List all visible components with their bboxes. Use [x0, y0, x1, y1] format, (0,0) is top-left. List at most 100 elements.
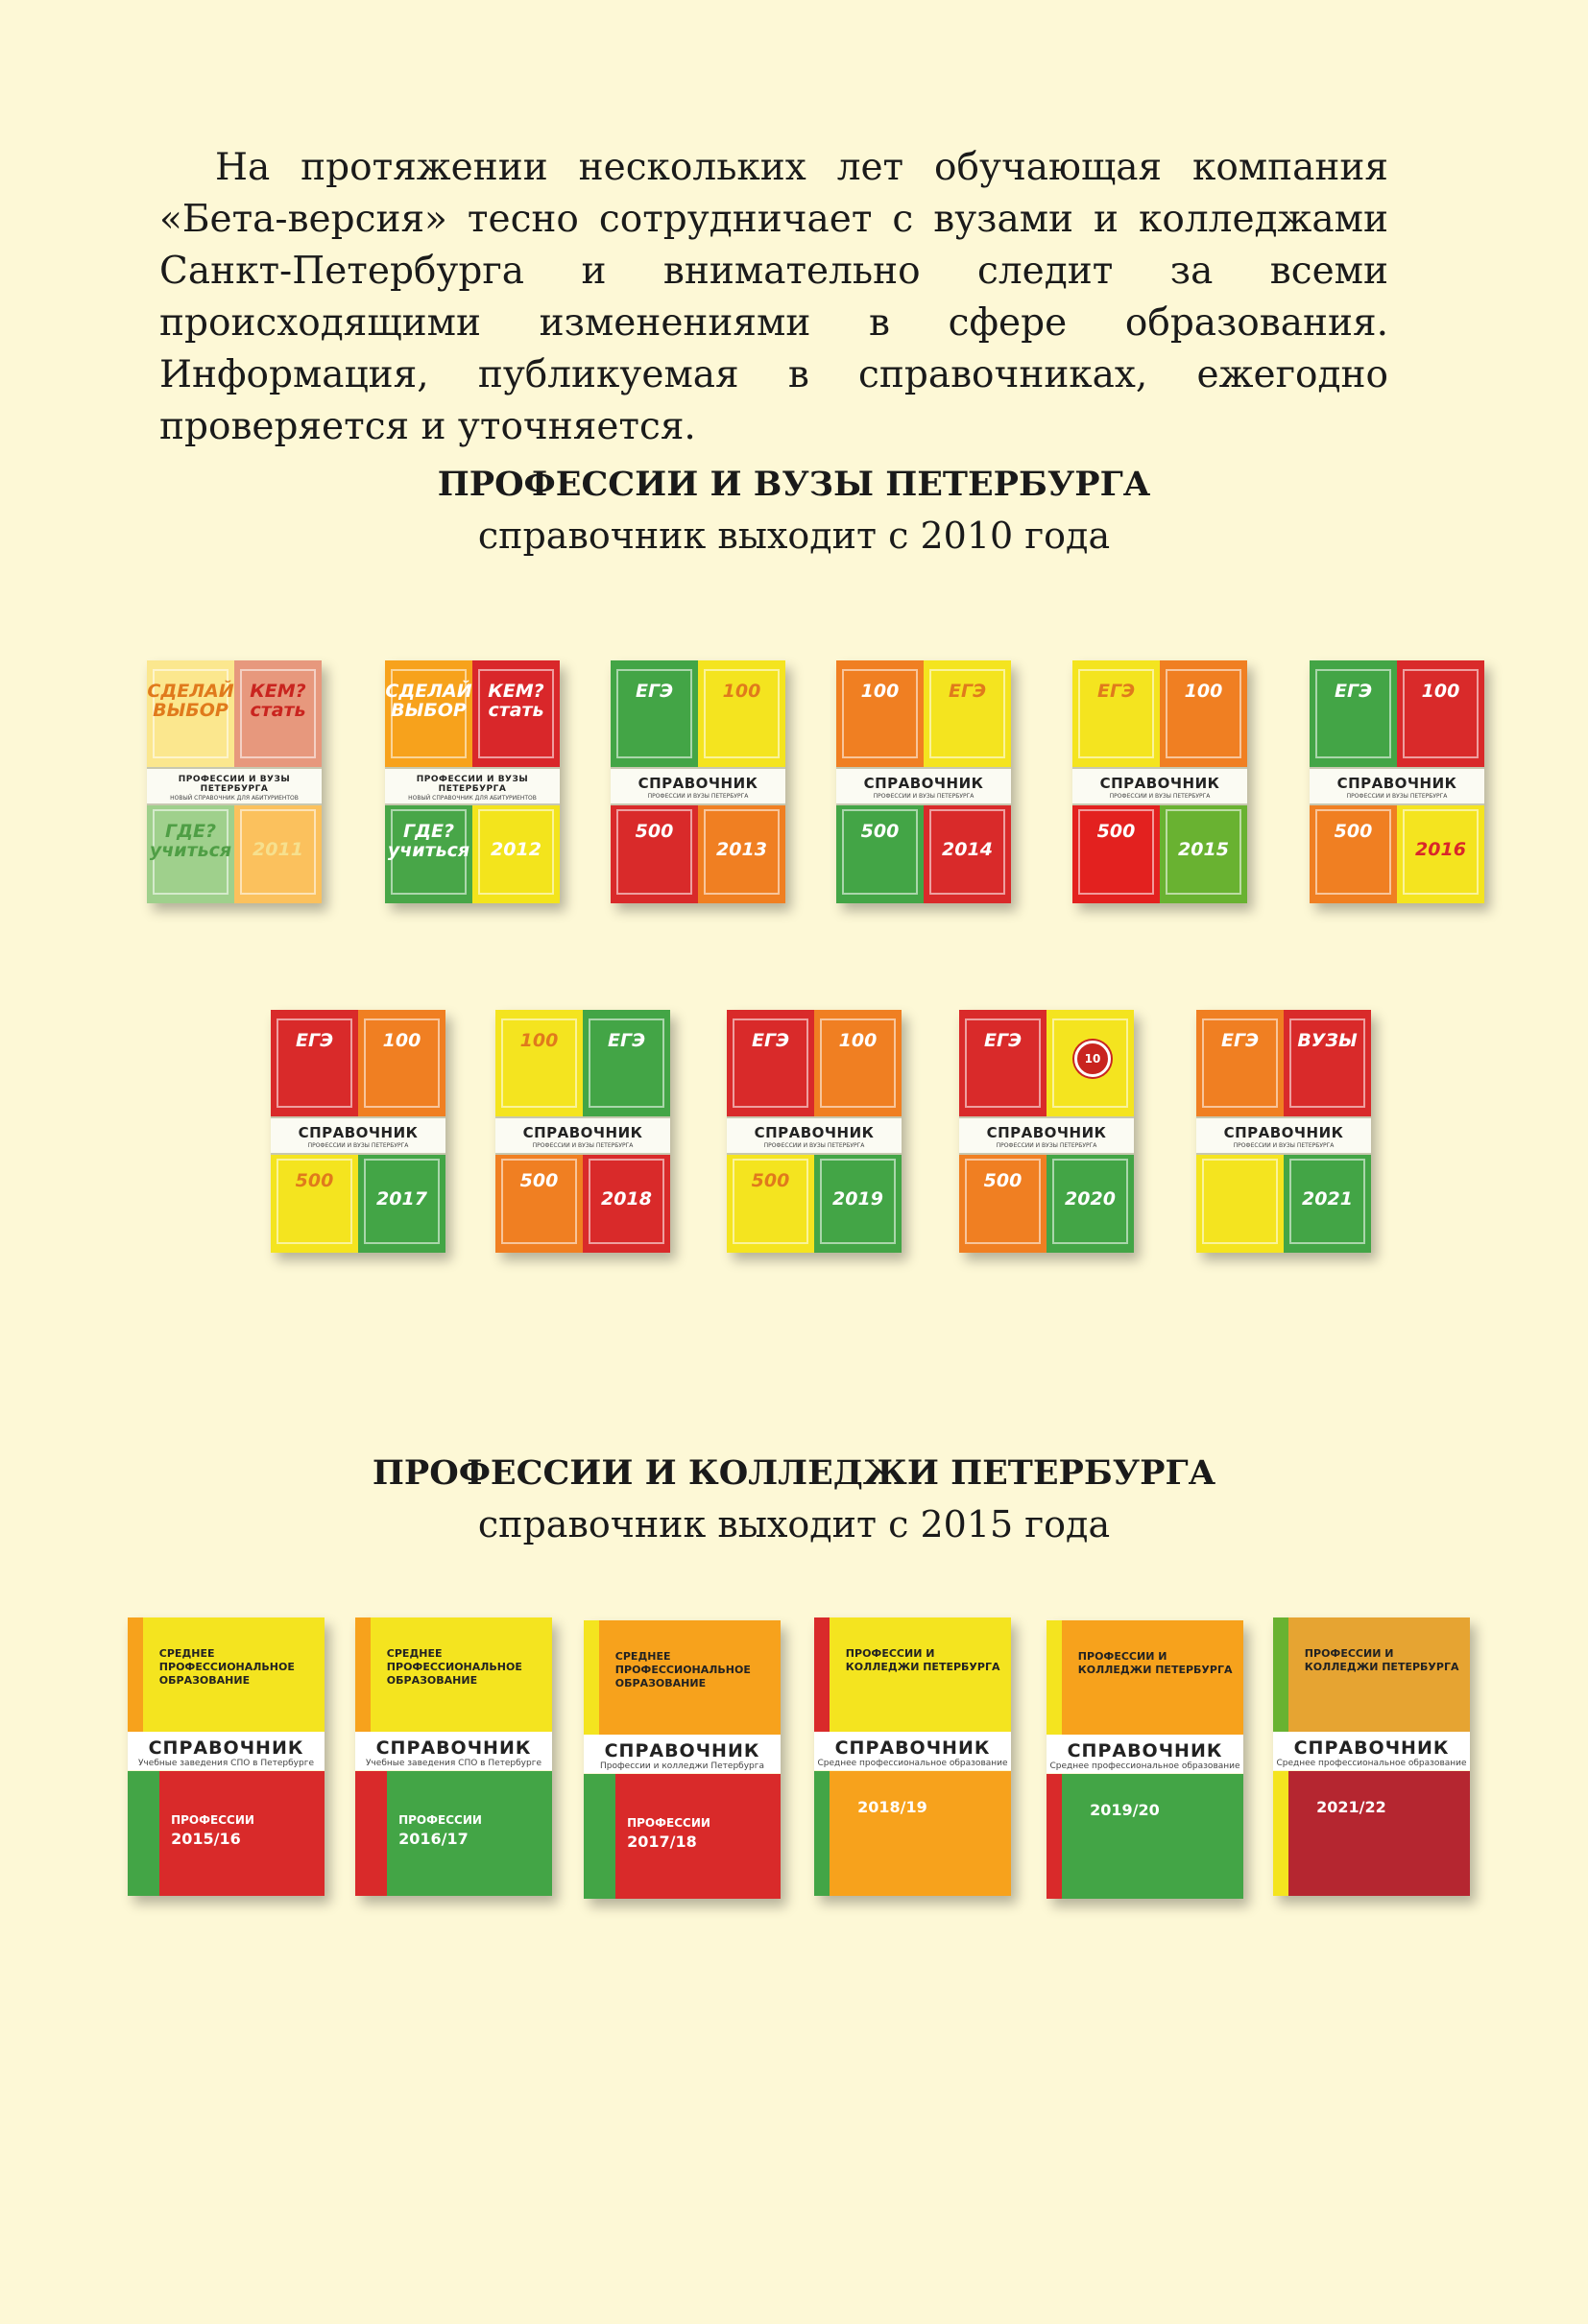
cover-bottom-text: 2018/19: [857, 1798, 927, 1817]
cover-top-block: ПРОФЕССИИ И КОЛЛЕДЖИ ПЕТЕРБУРГА: [1273, 1617, 1470, 1732]
cover-top-text: СРЕДНЕЕ ПРОФЕССИОНАЛЬНОЕ ОБРАЗОВАНИЕ: [614, 1649, 751, 1689]
cover-title: СПРАВОЧНИК: [863, 775, 984, 793]
vuz-book-cover: ЕГЭ 500 2020 СПРАВОЧНИК ПРОФЕССИИ И ВУЗЫ ПЕТ…: [959, 1010, 1134, 1253]
cover-title-band: СПРАВОЧНИК Учебные заведения СПО в Петерб…: [355, 1731, 552, 1771]
cover-word: 500: [1334, 820, 1373, 842]
cover-block: 2011: [234, 801, 322, 903]
block-frame: [1078, 809, 1154, 896]
cover-year: 2018: [601, 1188, 652, 1210]
cover-block: 500: [271, 1150, 358, 1253]
cover-subtitle: ПРОФЕССИИ И ВУЗЫ ПЕТЕРБУРГА: [1346, 793, 1448, 801]
block-frame: [1202, 1159, 1278, 1245]
cover-subtitle: ПРОФЕССИИ И ВУЗЫ ПЕТЕРБУРГА: [532, 1142, 634, 1150]
college-book-cover: ПРОФЕССИИ И КОЛЛЕДЖИ ПЕТЕРБУРГА СПРАВОЧНИ…: [814, 1617, 1011, 1896]
vuz-book-cover: СДЕЛАЙ ВЫБОР КЕМ? стать ГДЕ? учиться 2011 ПР…: [147, 660, 322, 903]
cover-block: 500: [1310, 801, 1397, 903]
cover-block: 100: [814, 1010, 902, 1117]
cover-bottom-label: ПРОФЕССИИ: [171, 1813, 254, 1828]
cover-word: 500: [295, 1169, 334, 1191]
cover-word: 500: [860, 820, 900, 842]
cover-block: 2015: [1160, 801, 1247, 903]
cover-word: ЕГЭ: [1220, 1030, 1260, 1052]
cover-top-block: СРЕДНЕЕ ПРОФЕССИОНАЛЬНОЕ ОБРАЗОВАНИЕ: [584, 1620, 781, 1735]
cover-title-band: СПРАВОЧНИК Среднее профессиональное образ…: [1273, 1731, 1470, 1771]
block-frame: [589, 1159, 664, 1245]
block-frame: [820, 1159, 896, 1245]
cover-title: ПРОФЕССИИ И ВУЗЫ ПЕТЕРБУРГА: [178, 775, 291, 795]
cover-top-stripe: [1047, 1620, 1063, 1735]
college-book-cover: СРЕДНЕЕ ПРОФЕССИОНАЛЬНОЕ ОБРАЗОВАНИЕ СПРА…: [355, 1617, 552, 1896]
section-subtitle-college: справочник выходит с 2015 года: [477, 1503, 1111, 1545]
block-frame: [1202, 1018, 1278, 1109]
cover-title: СПРАВОЧНИК: [1336, 775, 1457, 793]
cover-block: 100: [836, 660, 924, 768]
block-frame: [153, 809, 229, 896]
block-frame: [1166, 809, 1241, 896]
cover-block: ЕГЭ: [611, 660, 698, 768]
cover-word: 100: [382, 1030, 421, 1052]
college-book-cover: ПРОФЕССИИ И КОЛЛЕДЖИ ПЕТЕРБУРГА СПРАВОЧНИ…: [1047, 1620, 1243, 1899]
cover-year: 2012: [491, 839, 541, 861]
cover-word: 100: [1184, 681, 1223, 703]
cover-top-text: ПРОФЕССИИ И КОЛЛЕДЖИ ПЕТЕРБУРГА: [845, 1646, 1000, 1673]
cover-year: 2020: [1065, 1188, 1116, 1210]
cover-block: 2020: [1047, 1150, 1134, 1253]
cover-top-block: СРЕДНЕЕ ПРОФЕССИОНАЛЬНОЕ ОБРАЗОВАНИЕ: [128, 1617, 325, 1732]
cover-block: 2017: [358, 1150, 445, 1253]
block-frame: [965, 1159, 1041, 1245]
cover-top-stripe: [1273, 1617, 1289, 1732]
cover-block: 100: [495, 1010, 583, 1117]
cover-year: 2014: [942, 839, 993, 861]
cover-title: СПРАВОЧНИК: [375, 1737, 532, 1759]
cover-title: СПРАВОЧНИК: [1099, 775, 1220, 793]
cover-title: СПРАВОЧНИК: [834, 1737, 991, 1759]
cover-year: 2015/16: [171, 1830, 241, 1849]
block-frame: [704, 668, 780, 759]
vuz-book-cover: СДЕЛАЙ ВЫБОР КЕМ? стать ГДЕ? учиться 2012 ПР…: [385, 660, 560, 903]
cover-title: СПРАВОЧНИК: [148, 1737, 304, 1759]
block-frame: [616, 668, 692, 759]
cover-block: ЕГЭ: [583, 1010, 670, 1117]
cover-title-band: СПРАВОЧНИК ПРОФЕССИИ И ВУЗЫ ПЕТЕРБУРГА: [727, 1116, 902, 1155]
cover-subtitle: ПРОФЕССИИ И ВУЗЫ ПЕТЕРБУРГА: [647, 793, 749, 801]
section-title-college: ПРОФЕССИИ И КОЛЛЕДЖИ ПЕТЕРБУРГА: [372, 1453, 1216, 1493]
section-subtitle-vuz: справочник выходит с 2010 года: [477, 515, 1111, 557]
cover-subtitle: ПРОФЕССИИ И ВУЗЫ ПЕТЕРБУРГА: [1233, 1142, 1335, 1150]
cover-title-band: СПРАВОЧНИК ПРОФЕССИИ И ВУЗЫ ПЕТЕРБУРГА: [1196, 1116, 1371, 1155]
cover-block: 2014: [924, 801, 1011, 903]
cover-year: 2013: [716, 839, 767, 861]
cover-title-band: СПРАВОЧНИК Среднее профессиональное образ…: [814, 1731, 1011, 1771]
cover-word: ЕГЭ: [607, 1030, 646, 1052]
cover-year: 2017/18: [627, 1833, 697, 1852]
cover-bottom-text: 2019/20: [1090, 1801, 1160, 1820]
cover-subtitle: Среднее профессиональное образование: [817, 1758, 1008, 1768]
cover-word: 100: [722, 681, 761, 703]
cover-title: СПРАВОЧНИК: [986, 1124, 1107, 1142]
cover-bottom-block: 2019/20: [1047, 1773, 1243, 1899]
cover-subtitle: Учебные заведения СПО в Петербурге: [137, 1758, 314, 1768]
block-frame: [1315, 809, 1391, 896]
cover-block: ЕГЭ: [271, 1010, 358, 1117]
vuz-book-cover: ЕГЭ ВУЗЫ 2021 СПРАВОЧНИК ПРОФЕССИИ И ВУЗЫ ПЕ…: [1196, 1010, 1371, 1253]
block-frame: [1289, 1018, 1365, 1109]
cover-bottom-stripe: [1273, 1770, 1289, 1896]
cover-word: ЕГЭ: [751, 1030, 790, 1052]
block-frame: [1052, 1018, 1128, 1109]
cover-word: 500: [1096, 820, 1136, 842]
cover-word: ЕГЭ: [948, 681, 987, 703]
cover-block: 100: [1397, 660, 1484, 768]
vuz-book-cover: ЕГЭ 100 500 2017 СПРАВОЧНИК ПРОФЕССИИ И ВУЗЫ …: [271, 1010, 445, 1253]
cover-title-band: ПРОФЕССИИ И ВУЗЫ ПЕТЕРБУРГА НОВЫЙ СПРАВОЧ…: [385, 767, 560, 805]
block-frame: [277, 1159, 352, 1245]
vuz-book-cover: 100 ЕГЭ 500 2014 СПРАВОЧНИК ПРОФЕССИИ И ВУЗЫ …: [836, 660, 1011, 903]
cover-top-text: СРЕДНЕЕ ПРОФЕССИОНАЛЬНОЕ ОБРАЗОВАНИЕ: [386, 1646, 522, 1687]
cover-block: ЕГЭ: [959, 1010, 1047, 1117]
cover-top-stripe: [584, 1620, 600, 1735]
cover-block: 500: [611, 801, 698, 903]
block-frame: [929, 809, 1005, 896]
cover-title: СПРАВОЧНИК: [522, 1124, 643, 1142]
block-frame: [929, 668, 1005, 759]
cover-block: 500: [727, 1150, 814, 1253]
cover-word: КЕМ? стать: [488, 681, 544, 722]
block-frame: [501, 1159, 577, 1245]
